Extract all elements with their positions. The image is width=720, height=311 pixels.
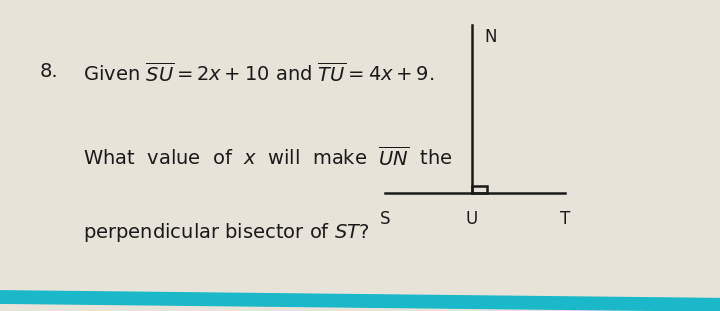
Text: U: U [465, 210, 478, 228]
Text: T: T [560, 210, 570, 228]
Bar [472, 186, 487, 193]
Text: What  value  of  $x$  will  make  $\overline{UN}$  the: What value of $x$ will make $\overline{U… [83, 146, 453, 170]
Text: Given $\overline{SU} = 2x + 10$ and $\overline{TU} = 4x + 9.$: Given $\overline{SU} = 2x + 10$ and $\ov… [83, 62, 434, 86]
Text: N: N [485, 28, 497, 46]
Text: perpendicular bisector of $ST$?: perpendicular bisector of $ST$? [83, 221, 369, 244]
Text: 8.: 8. [40, 62, 58, 81]
Text: S: S [380, 210, 390, 228]
